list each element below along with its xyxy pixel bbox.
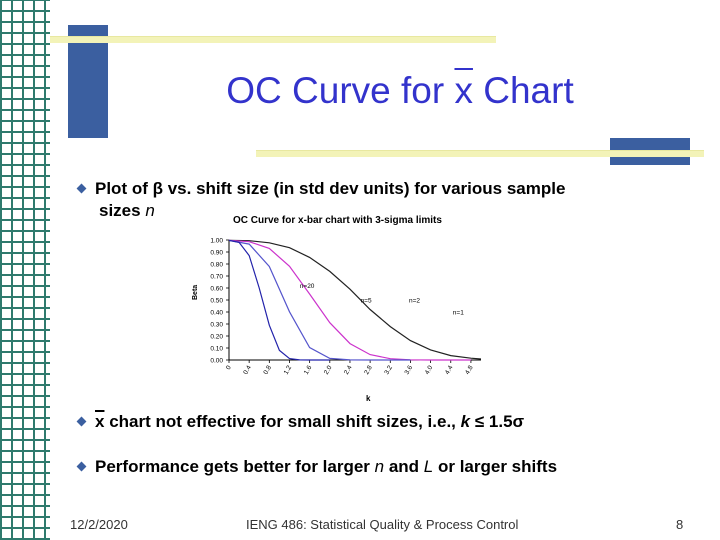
x-tick-label: 2.8 — [363, 364, 374, 376]
series-line-n-5 — [228, 239, 411, 361]
bullet-2: x chart not effective for small shift si… — [76, 411, 525, 433]
y-axis-label: Beta — [192, 285, 199, 300]
chart-svg: OC Curve for x-bar chart with 3-sigma li… — [192, 215, 482, 403]
x-tick-label: 0.8 — [262, 364, 273, 376]
title-xbar: x — [454, 70, 473, 111]
title-suffix: Chart — [472, 70, 574, 111]
x-tick-label: 4.4 — [444, 364, 455, 376]
title-prefix: OC Curve for — [226, 70, 455, 111]
chart-title: OC Curve for x-bar chart with 3-sigma li… — [233, 215, 442, 226]
y-tick-label: 0.10 — [210, 346, 223, 353]
y-tick-label: 0.70 — [210, 274, 223, 281]
bullet-3-text-a: Performance gets better for larger — [95, 457, 375, 476]
x-tick-label: 3.6 — [404, 364, 415, 376]
y-tick-label: 1.00 — [210, 238, 223, 245]
x-tick-label: 2.0 — [323, 364, 334, 376]
left-grid-pattern — [0, 0, 50, 540]
bullet-3-text-b: and — [384, 457, 424, 476]
bullet-3-text-c: or larger shifts — [433, 457, 558, 476]
x-tick-label: 4.8 — [464, 364, 475, 376]
bullet-1-line2: sizes n — [78, 200, 678, 222]
bullet-1-text-b: vs. shift size (in std dev units) for va… — [163, 179, 566, 198]
footer-date: 12/2/2020 — [70, 517, 128, 532]
y-tick-label: 0.60 — [210, 286, 223, 293]
series-label-n-1: n=1 — [453, 309, 464, 316]
x-tick-label: 0.4 — [242, 364, 253, 376]
bullet-1-text-a: Plot of — [95, 179, 153, 198]
k-symbol: k — [460, 412, 471, 431]
y-tick-label: 0.80 — [210, 262, 223, 269]
series-line-n-2 — [228, 239, 471, 361]
x-tick-label: 2.4 — [343, 364, 354, 376]
bullet-1: Plot of β vs. shift size (in std dev uni… — [76, 178, 678, 222]
bullet-diamond-icon — [76, 416, 87, 427]
bullet-2-inequality: ≤ 1.5 — [470, 412, 513, 431]
bullet-1-text-c: sizes — [99, 201, 146, 220]
oc-curve-chart: OC Curve for x-bar chart with 3-sigma li… — [181, 205, 503, 403]
series-label-n-20: n=20 — [300, 283, 315, 290]
sigma-symbol: σ — [512, 412, 525, 431]
series-line-n-20 — [228, 239, 330, 361]
xbar-symbol: x — [95, 412, 105, 431]
y-tick-label: 0.90 — [210, 250, 223, 257]
decorative-top-line — [50, 36, 496, 43]
series-label-n-5: n=5 — [361, 297, 372, 304]
bullet-diamond-icon — [76, 183, 87, 194]
footer-course: IENG 486: Statistical Quality & Process … — [246, 517, 519, 532]
bullet-2-text: chart not effective for small shift size… — [104, 412, 461, 431]
y-tick-label: 0.00 — [210, 358, 223, 365]
series-label-n-2: n=2 — [409, 297, 420, 304]
y-tick-label: 0.50 — [210, 298, 223, 305]
y-tick-label: 0.40 — [210, 310, 223, 317]
x-tick-label: 1.6 — [303, 364, 314, 376]
x-tick-label: 3.2 — [383, 364, 394, 376]
y-tick-label: 0.30 — [210, 322, 223, 329]
x-tick-label: 1.2 — [283, 364, 294, 376]
bullet-3: Performance gets better for larger n and… — [76, 456, 558, 478]
series-line-n-1 — [228, 239, 482, 360]
footer-page-number: 8 — [676, 517, 684, 532]
slide-title: OC Curve for x Chart — [0, 70, 720, 112]
beta-symbol: β — [152, 179, 163, 198]
x-axis-label: k — [366, 394, 371, 403]
decorative-blue-bar — [68, 25, 108, 138]
bullet-3-n: n — [374, 457, 385, 476]
y-tick-label: 0.20 — [210, 334, 223, 341]
x-tick-label: 4.0 — [424, 364, 435, 376]
decorative-mid-line — [256, 150, 704, 157]
bullet-diamond-icon — [76, 461, 87, 472]
bullet-3-L: L — [423, 457, 434, 476]
bullet-1-n: n — [145, 201, 155, 220]
x-tick-label: 0 — [225, 364, 233, 371]
